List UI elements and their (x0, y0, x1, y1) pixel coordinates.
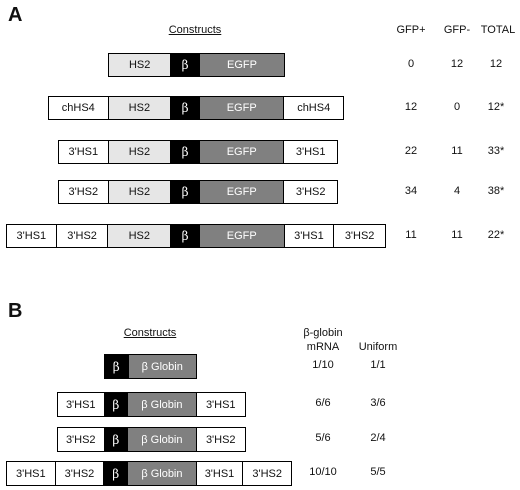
panel-a-label: A (8, 4, 23, 26)
segment-beta-globin: β Globin (128, 428, 197, 451)
segment-3hs2: 3'HS2 (58, 428, 105, 451)
construct-row-b4: 3'HS1 3'HS2 β β Globin 3'HS1 3'HS2 (6, 461, 292, 486)
construct-row-a5: 3'HS1 3'HS2 HS2 β EGFP 3'HS1 3'HS2 (6, 224, 386, 248)
segment-beta-globin: β Globin (128, 355, 196, 378)
value-mrna: 1/10 (312, 359, 334, 371)
value-gfp-minus: 11 (451, 145, 463, 157)
header-gfp-plus: GFP+ (396, 24, 426, 36)
value-gfp-plus: 34 (404, 185, 418, 197)
header-mrna: mRNA (306, 341, 340, 353)
segment-3hs1: 3'HS1 (196, 393, 245, 416)
segment-3hs2: 3'HS2 (56, 225, 109, 247)
segment-hs2: HS2 (109, 54, 172, 76)
value-total: 12 (489, 58, 503, 70)
segment-3hs2: 3'HS2 (55, 462, 105, 485)
value-uniform: 1/1 (370, 359, 386, 371)
panel-b-constructs-header: Constructs (123, 327, 177, 339)
segment-3hs1: 3'HS1 (7, 225, 57, 247)
value-gfp-minus: 12 (450, 58, 464, 70)
segment-3hs1: 3'HS1 (284, 225, 335, 247)
segment-hs2: HS2 (108, 181, 172, 203)
segment-beta-promoter: β (105, 355, 129, 378)
value-uniform: 5/5 (370, 466, 386, 478)
segment-egfp: EGFP (199, 181, 285, 203)
segment-egfp: EGFP (199, 97, 285, 119)
segment-3hs2: 3'HS2 (284, 181, 337, 203)
value-gfp-minus: 11 (451, 229, 463, 241)
construct-row-b1: β β Globin (104, 354, 197, 379)
value-total: 12* (487, 101, 505, 113)
panel-b-label: B (8, 300, 23, 322)
value-uniform: 3/6 (370, 397, 386, 409)
segment-beta-globin: β Globin (128, 393, 197, 416)
segment-egfp: EGFP (199, 54, 285, 76)
segment-chhs4: chHS4 (49, 97, 109, 119)
segment-beta-promoter: β (171, 181, 200, 203)
segment-egfp: EGFP (199, 225, 285, 247)
segment-beta-promoter: β (104, 393, 129, 416)
value-uniform: 2/4 (370, 432, 386, 444)
header-total: TOTAL (480, 24, 516, 36)
value-mrna: 10/10 (309, 466, 337, 478)
segment-3hs1: 3'HS1 (59, 141, 109, 163)
segment-beta-promoter: β (104, 462, 129, 485)
value-total: 22* (487, 229, 505, 241)
segment-3hs2: 3'HS2 (59, 181, 109, 203)
construct-row-a1: HS2 β EGFP (108, 53, 285, 77)
value-gfp-minus: 4 (453, 185, 461, 197)
segment-beta-promoter: β (104, 428, 129, 451)
value-total: 38* (487, 185, 505, 197)
construct-row-a4: 3'HS2 HS2 β EGFP 3'HS2 (58, 180, 338, 204)
segment-3hs2: 3'HS2 (243, 462, 291, 485)
header-gfp-minus: GFP- (443, 24, 471, 36)
segment-3hs1: 3'HS1 (196, 462, 244, 485)
construct-row-a2: chHS4 HS2 β EGFP chHS4 (48, 96, 344, 120)
panel-a-constructs-header: Constructs (168, 24, 222, 36)
value-mrna: 6/6 (315, 397, 331, 409)
segment-3hs1: 3'HS1 (7, 462, 56, 485)
construct-row-a3: 3'HS1 HS2 β EGFP 3'HS1 (58, 140, 338, 164)
value-gfp-minus: 0 (453, 101, 461, 113)
value-gfp-plus: 0 (407, 58, 415, 70)
segment-hs2: HS2 (108, 225, 172, 247)
segment-beta-promoter: β (171, 225, 200, 247)
segment-beta-globin: β Globin (128, 462, 197, 485)
segment-egfp: EGFP (199, 141, 285, 163)
segment-hs2: HS2 (108, 141, 172, 163)
segment-beta-promoter: β (171, 97, 200, 119)
construct-row-b2: 3'HS1 β β Globin 3'HS1 (57, 392, 246, 417)
header-beta-globin: β-globin (303, 327, 343, 339)
value-gfp-plus: 11 (405, 229, 417, 241)
value-gfp-plus: 22 (404, 145, 418, 157)
segment-chhs4: chHS4 (284, 97, 343, 119)
segment-beta-promoter: β (171, 141, 200, 163)
segment-3hs2: 3'HS2 (334, 225, 385, 247)
construct-row-b3: 3'HS2 β β Globin 3'HS2 (57, 427, 246, 452)
segment-beta-promoter: β (171, 54, 200, 76)
value-gfp-plus: 12 (404, 101, 418, 113)
segment-3hs2: 3'HS2 (196, 428, 245, 451)
segment-hs2: HS2 (108, 97, 172, 119)
segment-3hs1: 3'HS1 (58, 393, 105, 416)
header-uniform: Uniform (358, 341, 398, 353)
segment-3hs1: 3'HS1 (284, 141, 337, 163)
value-mrna: 5/6 (315, 432, 331, 444)
value-total: 33* (487, 145, 505, 157)
